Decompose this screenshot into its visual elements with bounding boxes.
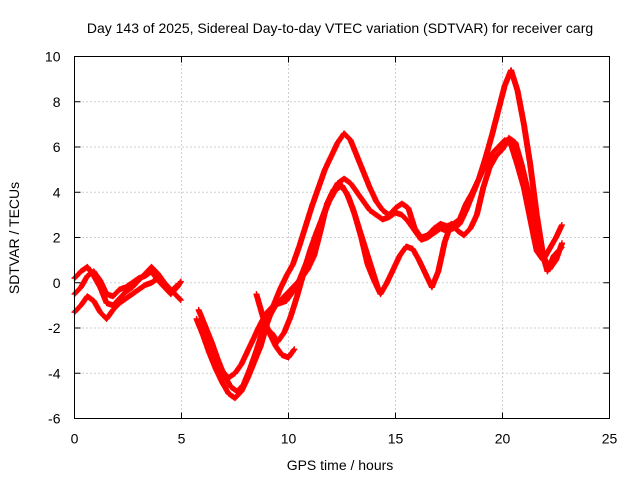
series-track-6 [199, 67, 565, 381]
y-tick-label: 2 [53, 230, 61, 246]
y-tick-label: 8 [53, 94, 61, 110]
grid-lines [74, 56, 610, 419]
x-tick-label: 25 [602, 431, 618, 447]
series-track-7 [253, 291, 298, 361]
x-tick-label: 15 [388, 431, 404, 447]
y-tick-label: 4 [53, 184, 61, 200]
chart-title: Day 143 of 2025, Sidereal Day-to-day VTE… [87, 20, 593, 36]
axis-ticks [74, 56, 610, 419]
x-tick-label: 0 [71, 431, 79, 447]
y-tick-label: 10 [45, 49, 61, 65]
y-tick-labels: -6 -4 -2 0 2 4 6 8 10 [45, 49, 61, 427]
y-tick-label: -6 [48, 411, 61, 427]
x-tick-label: 20 [495, 431, 511, 447]
y-tick-label: -2 [48, 320, 61, 336]
y-axis-title: SDTVAR / TECUs [6, 182, 22, 294]
data-series [71, 67, 565, 402]
series-track-8 [268, 134, 565, 345]
x-tick-labels: 0 5 10 15 20 25 [71, 431, 618, 447]
x-tick-label: 5 [178, 431, 186, 447]
x-axis-title: GPS time / hours [287, 457, 394, 473]
x-tick-label: 10 [281, 431, 297, 447]
y-tick-label: 0 [53, 275, 61, 291]
y-tick-label: -4 [48, 365, 61, 381]
y-tick-label: 6 [53, 139, 61, 155]
series-track-4 [193, 130, 565, 402]
